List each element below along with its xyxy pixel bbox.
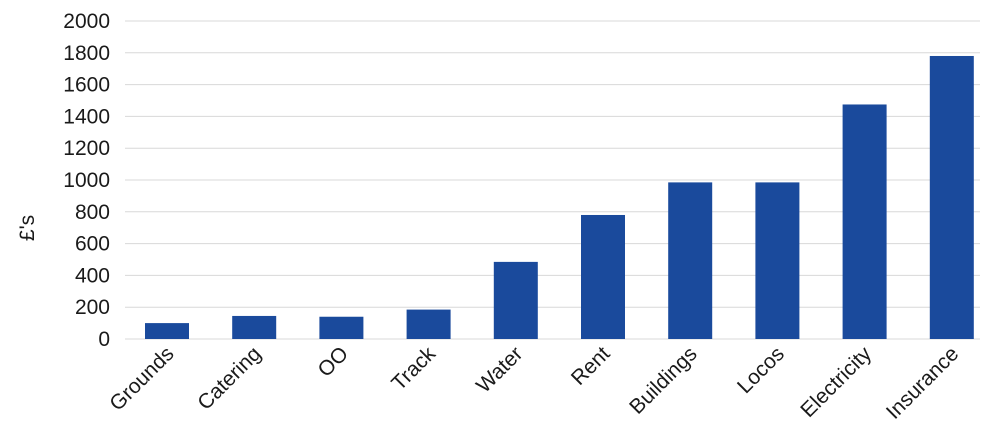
x-tick-label: Electricity xyxy=(796,342,876,422)
x-tick-label: Rent xyxy=(567,342,615,390)
y-tick-label: 1600 xyxy=(63,74,110,97)
y-tick-label: 0 xyxy=(98,328,110,351)
y-tick-label: 1000 xyxy=(63,169,110,192)
y-tick-label: 600 xyxy=(75,233,110,256)
y-tick-label: 200 xyxy=(75,296,110,319)
y-tick-label: 400 xyxy=(75,264,110,287)
bar-grounds xyxy=(145,323,189,339)
y-tick-label: 1800 xyxy=(63,42,110,65)
y-tick-label: 800 xyxy=(75,201,110,224)
bar-rent xyxy=(581,214,625,339)
y-axis-ticks: 0 200 400 600 800 1000 1200 1400 1600 1800 2000 xyxy=(63,10,110,351)
x-tick-label: Grounds xyxy=(105,342,178,415)
x-tick-label: Insurance xyxy=(882,342,963,423)
bar-catering xyxy=(232,315,277,339)
y-tick-label: 1200 xyxy=(63,137,110,160)
x-tick-label: Buildings xyxy=(625,342,702,419)
x-tick-label: Track xyxy=(387,342,440,395)
bar-track xyxy=(406,309,451,339)
y-tick-label: 1400 xyxy=(63,105,110,128)
bars xyxy=(145,55,974,339)
bar-locos xyxy=(755,182,800,339)
bar-oo xyxy=(319,316,364,339)
y-axis-label: £'s xyxy=(16,215,39,241)
bar-water xyxy=(493,261,538,339)
x-tick-label: Water xyxy=(472,342,527,397)
x-tick-label: Catering xyxy=(193,342,265,414)
gridlines xyxy=(125,20,980,340)
x-tick-label: OO xyxy=(314,342,353,381)
bar-insurance xyxy=(929,55,974,339)
bar-buildings xyxy=(668,182,713,339)
bar-electricity xyxy=(842,104,887,339)
x-axis-labels: Grounds Catering OO Track Water Rent Buildings… xyxy=(105,342,963,424)
x-tick-label: Locos xyxy=(733,342,789,398)
y-tick-label: 2000 xyxy=(63,10,110,33)
